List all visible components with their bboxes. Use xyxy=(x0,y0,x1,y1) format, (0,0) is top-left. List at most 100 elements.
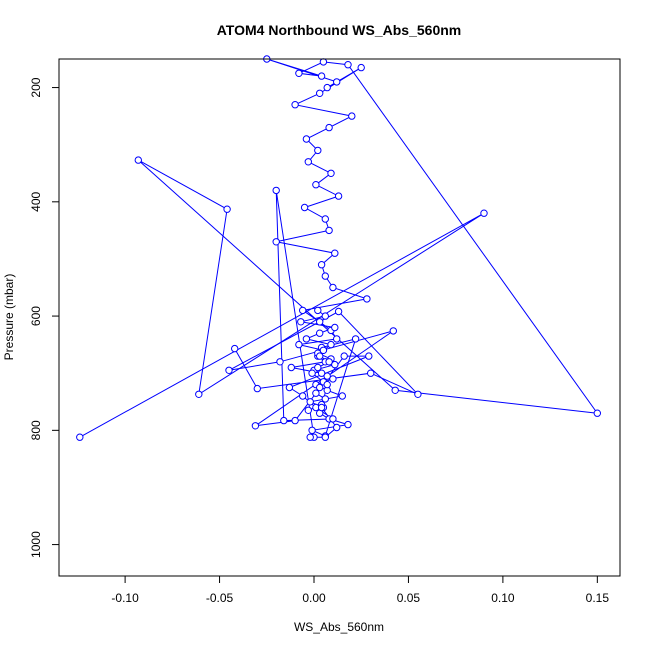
data-point xyxy=(314,363,322,372)
y-tick-label: 1000 xyxy=(29,531,43,558)
data-point xyxy=(331,323,339,332)
data-point xyxy=(323,372,331,380)
data-point xyxy=(414,390,422,398)
data-point xyxy=(329,375,337,383)
y-tick-label: 400 xyxy=(29,191,43,211)
data-point xyxy=(316,318,324,326)
x-tick-label: 0.15 xyxy=(586,591,610,605)
data-point xyxy=(321,395,329,403)
data-point xyxy=(317,403,326,412)
data-point xyxy=(357,63,365,72)
data-point xyxy=(367,369,375,377)
data-point xyxy=(323,83,331,92)
x-tick-label: 0.10 xyxy=(491,591,515,605)
data-point xyxy=(319,346,328,354)
data-point xyxy=(351,335,360,343)
data-point xyxy=(316,329,324,337)
data-series-points xyxy=(76,55,601,441)
data-point xyxy=(317,369,326,377)
y-tick-label: 200 xyxy=(29,77,43,97)
data-point xyxy=(306,433,314,441)
data-point xyxy=(340,352,348,360)
data-point xyxy=(295,340,303,349)
data-point xyxy=(276,358,284,366)
data-point xyxy=(225,366,233,374)
data-point xyxy=(76,433,84,441)
data-point xyxy=(299,392,307,400)
data-point xyxy=(272,186,280,195)
data-point xyxy=(323,380,331,389)
data-point xyxy=(223,205,231,213)
data-point xyxy=(253,384,261,393)
chart-title: ATOM4 Northbound WS_Abs_560nm xyxy=(217,22,462,38)
data-point xyxy=(319,58,328,66)
data-point xyxy=(317,261,326,269)
data-point xyxy=(331,249,339,257)
data-point xyxy=(389,327,397,335)
x-tick-label: -0.05 xyxy=(206,591,234,605)
data-point xyxy=(291,416,299,425)
data-point xyxy=(363,295,371,303)
y-tick-label: 800 xyxy=(29,420,43,440)
data-point xyxy=(333,78,341,86)
data-point xyxy=(331,360,339,369)
data-point xyxy=(304,406,312,414)
data-point xyxy=(314,306,322,315)
data-point xyxy=(195,390,203,398)
data-point xyxy=(312,181,320,189)
series-line-2 xyxy=(228,190,419,438)
data-point xyxy=(327,169,335,178)
data-point xyxy=(304,158,312,166)
data-point xyxy=(321,433,329,441)
data-point xyxy=(280,416,288,425)
data-point xyxy=(299,306,307,315)
x-axis-label: WS_Abs_560nm xyxy=(294,620,384,634)
data-point xyxy=(285,383,294,392)
data-point xyxy=(344,420,352,429)
data-point xyxy=(231,344,239,353)
x-tick-label: 0.05 xyxy=(397,591,421,605)
data-point xyxy=(316,89,324,98)
data-point xyxy=(480,209,488,217)
x-tick-label: -0.10 xyxy=(111,591,139,605)
data-point xyxy=(321,272,329,280)
data-point xyxy=(302,135,311,143)
data-point xyxy=(334,192,343,200)
data-point xyxy=(333,335,341,343)
data-point xyxy=(308,426,316,434)
data-point xyxy=(321,312,329,320)
series-line-1 xyxy=(79,58,599,438)
data-point xyxy=(333,423,341,432)
y-axis-label: Pressure (mbar) xyxy=(2,274,16,361)
data-point xyxy=(291,101,299,109)
data-point xyxy=(272,238,280,246)
data-point xyxy=(308,369,316,377)
y-tick-label: 600 xyxy=(29,306,43,326)
data-point xyxy=(306,398,314,406)
data-point xyxy=(391,386,399,394)
data-point xyxy=(344,60,352,69)
y-axis: 200 400 600 800 1000 xyxy=(29,77,60,558)
data-point xyxy=(365,352,373,360)
data-point xyxy=(348,112,356,120)
data-point xyxy=(316,383,324,392)
data-point xyxy=(297,318,305,326)
data-point xyxy=(317,72,326,80)
data-point xyxy=(316,352,324,360)
data-point xyxy=(327,340,335,349)
data-point xyxy=(314,146,322,155)
data-point xyxy=(302,335,311,343)
data-point xyxy=(325,358,333,366)
data-point xyxy=(593,409,601,417)
data-point xyxy=(325,226,333,235)
x-axis: -0.10 -0.05 0.00 0.05 0.10 0.15 xyxy=(111,575,610,605)
data-point xyxy=(251,422,260,430)
data-point xyxy=(329,415,337,423)
x-tick-label: 0.00 xyxy=(302,591,326,605)
data-point xyxy=(287,363,295,372)
data-series-lines xyxy=(79,58,599,438)
data-point xyxy=(325,123,333,132)
data-point xyxy=(334,307,343,316)
